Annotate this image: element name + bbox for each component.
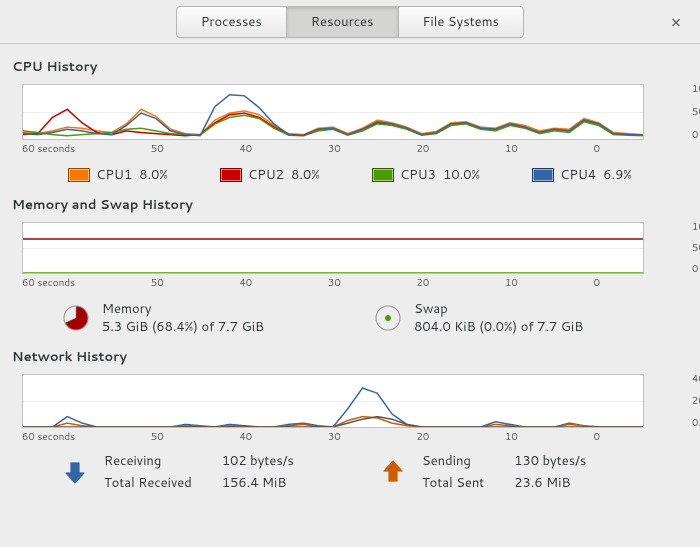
memory-legend: Memory 5.3 GiB (68.4%) of 7.7 GiB Swap 8… xyxy=(62,300,658,336)
receiving-rate: 102 bytes/s xyxy=(222,452,294,470)
sending-label: Sending xyxy=(422,452,484,470)
total-received-label: Total Received xyxy=(104,474,192,492)
swap-detail: 804.0 KiB (0.0%) of 7.7 GiB xyxy=(414,318,583,336)
cpu-legend-item-4[interactable]: CPU4 6.9% xyxy=(532,166,632,184)
cpu-chart-wrap: 60 seconds50403020100 100 %50 %0 % xyxy=(22,84,688,156)
upload-arrow-icon xyxy=(380,459,406,485)
swap-label: Swap xyxy=(414,300,583,318)
network-history-title: Network History xyxy=(12,348,688,366)
tab-processes[interactable]: Processes xyxy=(177,7,287,37)
cpu-chart-x-axis: 60 seconds50403020100 xyxy=(22,142,644,156)
swap-legend-item[interactable]: Swap 804.0 KiB (0.0%) of 7.7 GiB xyxy=(374,300,583,336)
network-history-chart xyxy=(22,374,644,428)
sending-rate: 130 bytes/s xyxy=(514,452,586,470)
memory-pie-icon xyxy=(62,304,90,332)
memory-legend-item[interactable]: Memory 5.3 GiB (68.4%) of 7.7 GiB xyxy=(62,300,264,336)
memory-chart-wrap: 60 seconds50403020100 100 %50 %0 % xyxy=(22,222,688,290)
header-bar: Processes Resources File Systems × xyxy=(0,0,700,44)
sending-legend-item[interactable]: Sending 130 bytes/s Total Sent 23.6 MiB xyxy=(380,452,668,492)
network-legend: Receiving 102 bytes/s Total Received 156… xyxy=(62,452,668,492)
network-chart-y-axis: 40.0 KiB/s20.0 KiB/s0.0 KiB/s xyxy=(692,372,700,426)
cpu-legend-item-2[interactable]: CPU2 8.0% xyxy=(220,166,320,184)
cpu-history-title: CPU History xyxy=(12,58,688,76)
memory-history-chart xyxy=(22,222,644,274)
total-sent-label: Total Sent xyxy=(422,474,484,492)
cpu-legend: CPU1 8.0% CPU2 8.0% CPU3 10.0% CPU4 6.9% xyxy=(42,166,658,184)
view-tabs: Processes Resources File Systems xyxy=(176,6,524,38)
memory-label: Memory xyxy=(102,300,264,318)
cpu-legend-item-3[interactable]: CPU3 10.0% xyxy=(372,166,480,184)
download-arrow-icon xyxy=(62,459,88,485)
close-icon[interactable]: × xyxy=(666,12,686,32)
total-received-value: 156.4 MiB xyxy=(222,474,294,492)
cpu-legend-item-1[interactable]: CPU1 8.0% xyxy=(68,166,168,184)
memory-detail: 5.3 GiB (68.4%) of 7.7 GiB xyxy=(102,318,264,336)
memory-history-title: Memory and Swap History xyxy=(12,196,688,214)
receiving-legend-item[interactable]: Receiving 102 bytes/s Total Received 156… xyxy=(62,452,350,492)
memory-chart-y-axis: 100 %50 %0 % xyxy=(692,220,700,272)
tab-resources[interactable]: Resources xyxy=(287,7,399,37)
tab-filesystems[interactable]: File Systems xyxy=(399,7,524,37)
resources-content: CPU History 60 seconds50403020100 100 %5… xyxy=(0,44,700,492)
swap-pie-icon xyxy=(374,304,402,332)
network-chart-wrap: 60 seconds50403020100 40.0 KiB/s20.0 KiB… xyxy=(22,374,688,444)
total-sent-value: 23.6 MiB xyxy=(514,474,586,492)
receiving-label: Receiving xyxy=(104,452,192,470)
network-chart-x-axis: 60 seconds50403020100 xyxy=(22,430,644,444)
memory-chart-x-axis: 60 seconds50403020100 xyxy=(22,276,644,290)
cpu-chart-y-axis: 100 %50 %0 % xyxy=(692,82,700,138)
cpu-history-chart xyxy=(22,84,644,140)
